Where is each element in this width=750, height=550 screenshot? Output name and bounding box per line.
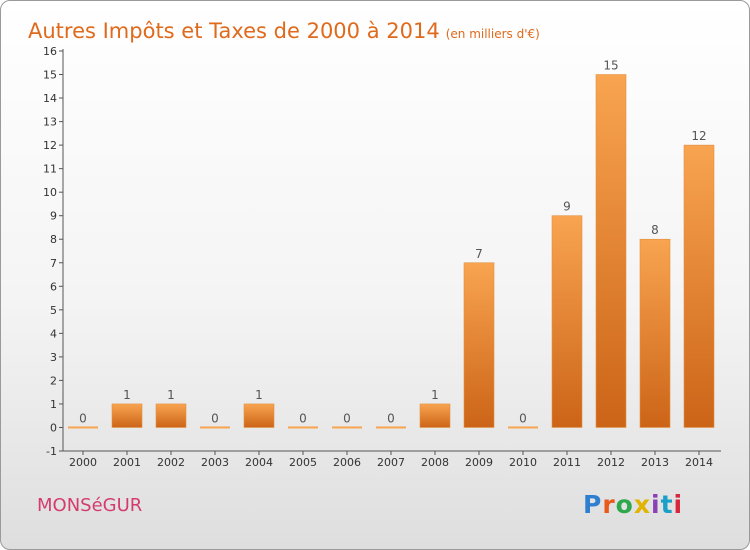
data-label: 15 bbox=[603, 59, 618, 73]
data-label: 1 bbox=[167, 388, 175, 402]
x-tick-label: 2014 bbox=[685, 456, 713, 469]
y-tick-label: 5 bbox=[50, 304, 57, 317]
data-label: 0 bbox=[211, 411, 219, 425]
x-tick-label: 2006 bbox=[333, 456, 361, 469]
bar bbox=[683, 144, 715, 428]
y-tick-label: 2 bbox=[50, 374, 57, 387]
y-tick-label: 16 bbox=[43, 45, 57, 58]
data-label: 12 bbox=[691, 129, 706, 143]
bar bbox=[595, 74, 627, 428]
bar bbox=[155, 403, 187, 428]
y-tick-label: -1 bbox=[46, 445, 57, 458]
logo-letter: r bbox=[602, 490, 616, 519]
chart-title-main: Autres Impôts et Taxes de 2000 à 2014 bbox=[28, 19, 440, 43]
bar bbox=[376, 426, 406, 429]
bar bbox=[243, 403, 275, 428]
chart-title-unit: (en milliers d'€) bbox=[445, 27, 540, 41]
data-label: 9 bbox=[563, 200, 571, 214]
logo-letter: i bbox=[673, 490, 684, 519]
data-label: 1 bbox=[123, 388, 131, 402]
commune-name: MONSéGUR bbox=[37, 495, 143, 516]
logo-letter: t bbox=[660, 490, 674, 519]
bar bbox=[111, 403, 143, 428]
data-label: 0 bbox=[343, 411, 351, 425]
y-tick-label: 7 bbox=[50, 257, 57, 270]
bar bbox=[68, 426, 98, 429]
logo-letter: o bbox=[615, 490, 634, 519]
chart-title: Autres Impôts et Taxes de 2000 à 2014 (en… bbox=[28, 8, 540, 46]
x-tick-label: 2007 bbox=[377, 456, 405, 469]
y-tick-label: 13 bbox=[43, 116, 57, 129]
data-label: 0 bbox=[519, 411, 527, 425]
y-tick-label: 9 bbox=[50, 210, 57, 223]
x-tick-label: 2002 bbox=[157, 456, 185, 469]
data-label: 0 bbox=[387, 411, 395, 425]
y-tick-label: 11 bbox=[43, 163, 57, 176]
y-tick-label: 14 bbox=[43, 92, 57, 105]
data-label: 1 bbox=[255, 388, 263, 402]
bar bbox=[332, 426, 362, 429]
y-tick-label: 15 bbox=[43, 69, 57, 82]
x-tick-label: 2000 bbox=[69, 456, 97, 469]
proxiti-logo[interactable]: Proxiti bbox=[583, 490, 683, 519]
y-tick-label: 6 bbox=[50, 280, 57, 293]
logo-letter: i bbox=[651, 490, 661, 519]
y-tick-label: 3 bbox=[50, 351, 57, 364]
data-label: 1 bbox=[431, 388, 439, 402]
data-label: 8 bbox=[651, 223, 659, 237]
bar bbox=[288, 426, 318, 429]
x-tick-label: 2010 bbox=[509, 456, 537, 469]
y-tick-label: 1 bbox=[50, 398, 57, 411]
x-tick-label: 2008 bbox=[421, 456, 449, 469]
logo-letter: x bbox=[633, 490, 651, 519]
y-tick-label: 8 bbox=[50, 233, 57, 246]
data-label: 0 bbox=[299, 411, 307, 425]
data-label: 7 bbox=[475, 247, 483, 261]
bar bbox=[551, 215, 583, 428]
x-tick-label: 2003 bbox=[201, 456, 229, 469]
bar bbox=[508, 426, 538, 429]
logo-letter: P bbox=[583, 490, 603, 519]
bar bbox=[639, 238, 671, 428]
x-tick-label: 2011 bbox=[553, 456, 581, 469]
bar bbox=[463, 262, 495, 428]
bar bbox=[200, 426, 230, 429]
x-tick-label: 2005 bbox=[289, 456, 317, 469]
x-tick-label: 2001 bbox=[113, 456, 141, 469]
y-tick-label: 4 bbox=[50, 327, 57, 340]
x-tick-label: 2012 bbox=[597, 456, 625, 469]
data-label: 0 bbox=[79, 411, 87, 425]
y-tick-label: 12 bbox=[43, 139, 57, 152]
bar bbox=[419, 403, 451, 428]
x-tick-label: 2004 bbox=[245, 456, 273, 469]
y-tick-label: 0 bbox=[50, 421, 57, 434]
x-tick-label: 2013 bbox=[641, 456, 669, 469]
y-tick-label: 10 bbox=[43, 186, 57, 199]
x-tick-label: 2009 bbox=[465, 456, 493, 469]
